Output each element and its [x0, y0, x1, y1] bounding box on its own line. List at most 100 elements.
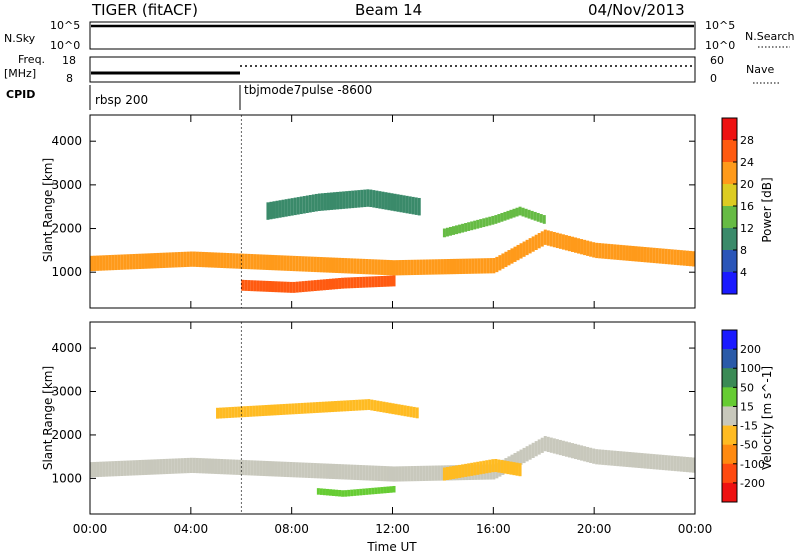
velocity-echo-cell [445, 466, 449, 481]
velocity-echo-cell [604, 449, 608, 466]
power-colorbar-tick-label: 8 [740, 244, 747, 257]
power-echo-cell [664, 248, 668, 265]
power-echo-cell [281, 199, 285, 218]
nsky-tick-bottom: 10^0 [50, 39, 80, 52]
power-echo-cell [332, 278, 336, 290]
velocity-echo-cell [476, 461, 480, 475]
power-echo-cell [404, 259, 408, 276]
velocity-echo-cell [111, 461, 115, 477]
velocity-echo-cell [589, 447, 593, 463]
velocity-echo-cell [525, 446, 529, 462]
power-ylabel: Slant Range [km] [41, 158, 55, 262]
velocity-echo-cell [595, 449, 599, 465]
power-echo-cell [537, 233, 541, 249]
power-echo-band-3 [442, 206, 546, 238]
power-echo-cell [272, 201, 276, 219]
velocity-echo-cell [244, 460, 248, 476]
velocity-echo-cell [256, 460, 260, 476]
velocity-echo-cell [685, 456, 689, 473]
power-echo-cell [506, 210, 510, 220]
power-echo-cell [411, 196, 415, 215]
freq-panel-frame [89, 56, 696, 83]
power-echo-cell [290, 198, 294, 216]
power-echo-cell [305, 195, 309, 213]
velocity-echo-cell [419, 465, 423, 482]
velocity-echo-cell [126, 460, 130, 476]
velocity-echo-cell [344, 464, 348, 480]
velocity-echo-cell [404, 466, 408, 482]
power-echo-cell [515, 207, 519, 217]
velocity-echo-cell [543, 436, 547, 452]
velocity-echo-cell [485, 460, 489, 474]
velocity-echo-band-0 [90, 436, 695, 482]
velocity-echo-cell [479, 461, 483, 475]
freq-tick-top: 18 [62, 54, 76, 67]
velocity-echo-cell [307, 462, 311, 478]
power-echo-cell [449, 258, 453, 275]
power-echo-cell [360, 189, 364, 208]
power-echo-cell [328, 278, 332, 290]
power-echo-cell [350, 258, 354, 274]
velocity-echo-cell [347, 464, 351, 480]
velocity-echo-cell [288, 403, 292, 415]
power-echo-cell [99, 255, 103, 271]
power-echo-cell [298, 256, 302, 272]
velocity-echo-cell [309, 402, 313, 414]
power-echo-cell [461, 223, 465, 233]
power-echo-cell [280, 255, 284, 271]
velocity-echo-cell [352, 399, 356, 411]
velocity-echo-cell [500, 460, 504, 474]
power-echo-cell [204, 252, 208, 268]
velocity-echo-cell [652, 454, 656, 470]
velocity-echo-cell [214, 458, 218, 474]
power-echo-cell [592, 242, 596, 258]
power-echo-cell [269, 201, 273, 220]
velocity-echo-cell [343, 400, 347, 412]
velocity-echo-cell [108, 461, 112, 477]
velocity-echo-cell [691, 457, 695, 473]
power-echo-cell [339, 191, 343, 210]
velocity-echo-cell [580, 445, 584, 461]
power-echo-cell [241, 279, 245, 291]
radar-title: TIGER (fitACF) [91, 1, 198, 19]
power-echo-band-1 [241, 275, 396, 293]
power-echo-cell [371, 259, 375, 275]
velocity-echo-cell [328, 489, 332, 496]
velocity-echo-cell [355, 399, 359, 411]
velocity-echo-cell [240, 406, 244, 418]
power-echo-cell [359, 258, 363, 275]
velocity-echo-cell [370, 399, 374, 411]
power-echo-cell [325, 279, 329, 290]
velocity-echo-cell [658, 454, 662, 470]
power-echo-cell [322, 257, 326, 273]
power-echo-cell [220, 252, 224, 269]
power-echo-cell [667, 249, 671, 265]
power-echo-cell [304, 256, 308, 272]
velocity-colorbar-label: Velocity [m s^-1] [760, 366, 774, 470]
power-colorbar-tick-label: 28 [740, 134, 754, 147]
power-echo-cell [274, 255, 278, 271]
velocity-ytick-label: 2000 [51, 428, 82, 442]
nsearch-tick-bottom: 10^0 [705, 39, 735, 52]
power-echo-cell [398, 260, 402, 276]
velocity-echo-cell [201, 458, 205, 474]
power-echo-cell [536, 212, 540, 222]
velocity-echo-cell [285, 403, 289, 415]
nave-tick-bottom: 0 [710, 72, 717, 85]
power-echo-cell [491, 215, 495, 225]
power-echo-cell [462, 258, 466, 274]
power-echo-cell [561, 234, 565, 250]
power-echo-cell [314, 193, 318, 212]
power-echo-cell [473, 220, 477, 230]
xtick-label: 08:00 [274, 522, 309, 536]
velocity-colorbar-segment [722, 349, 737, 369]
velocity-echo-cell [327, 401, 331, 413]
power-echo-cell [483, 258, 487, 274]
power-echo-cell [682, 250, 686, 266]
velocity-echo-cell [273, 404, 277, 416]
velocity-echo-cell [268, 461, 272, 477]
velocity-echo-cell [382, 401, 386, 413]
velocity-echo-cell [494, 459, 498, 473]
power-panel: 1000 2000 3000 4000 4 8 12 16 20 24 28 [51, 114, 754, 309]
power-echo-cell [304, 280, 308, 292]
